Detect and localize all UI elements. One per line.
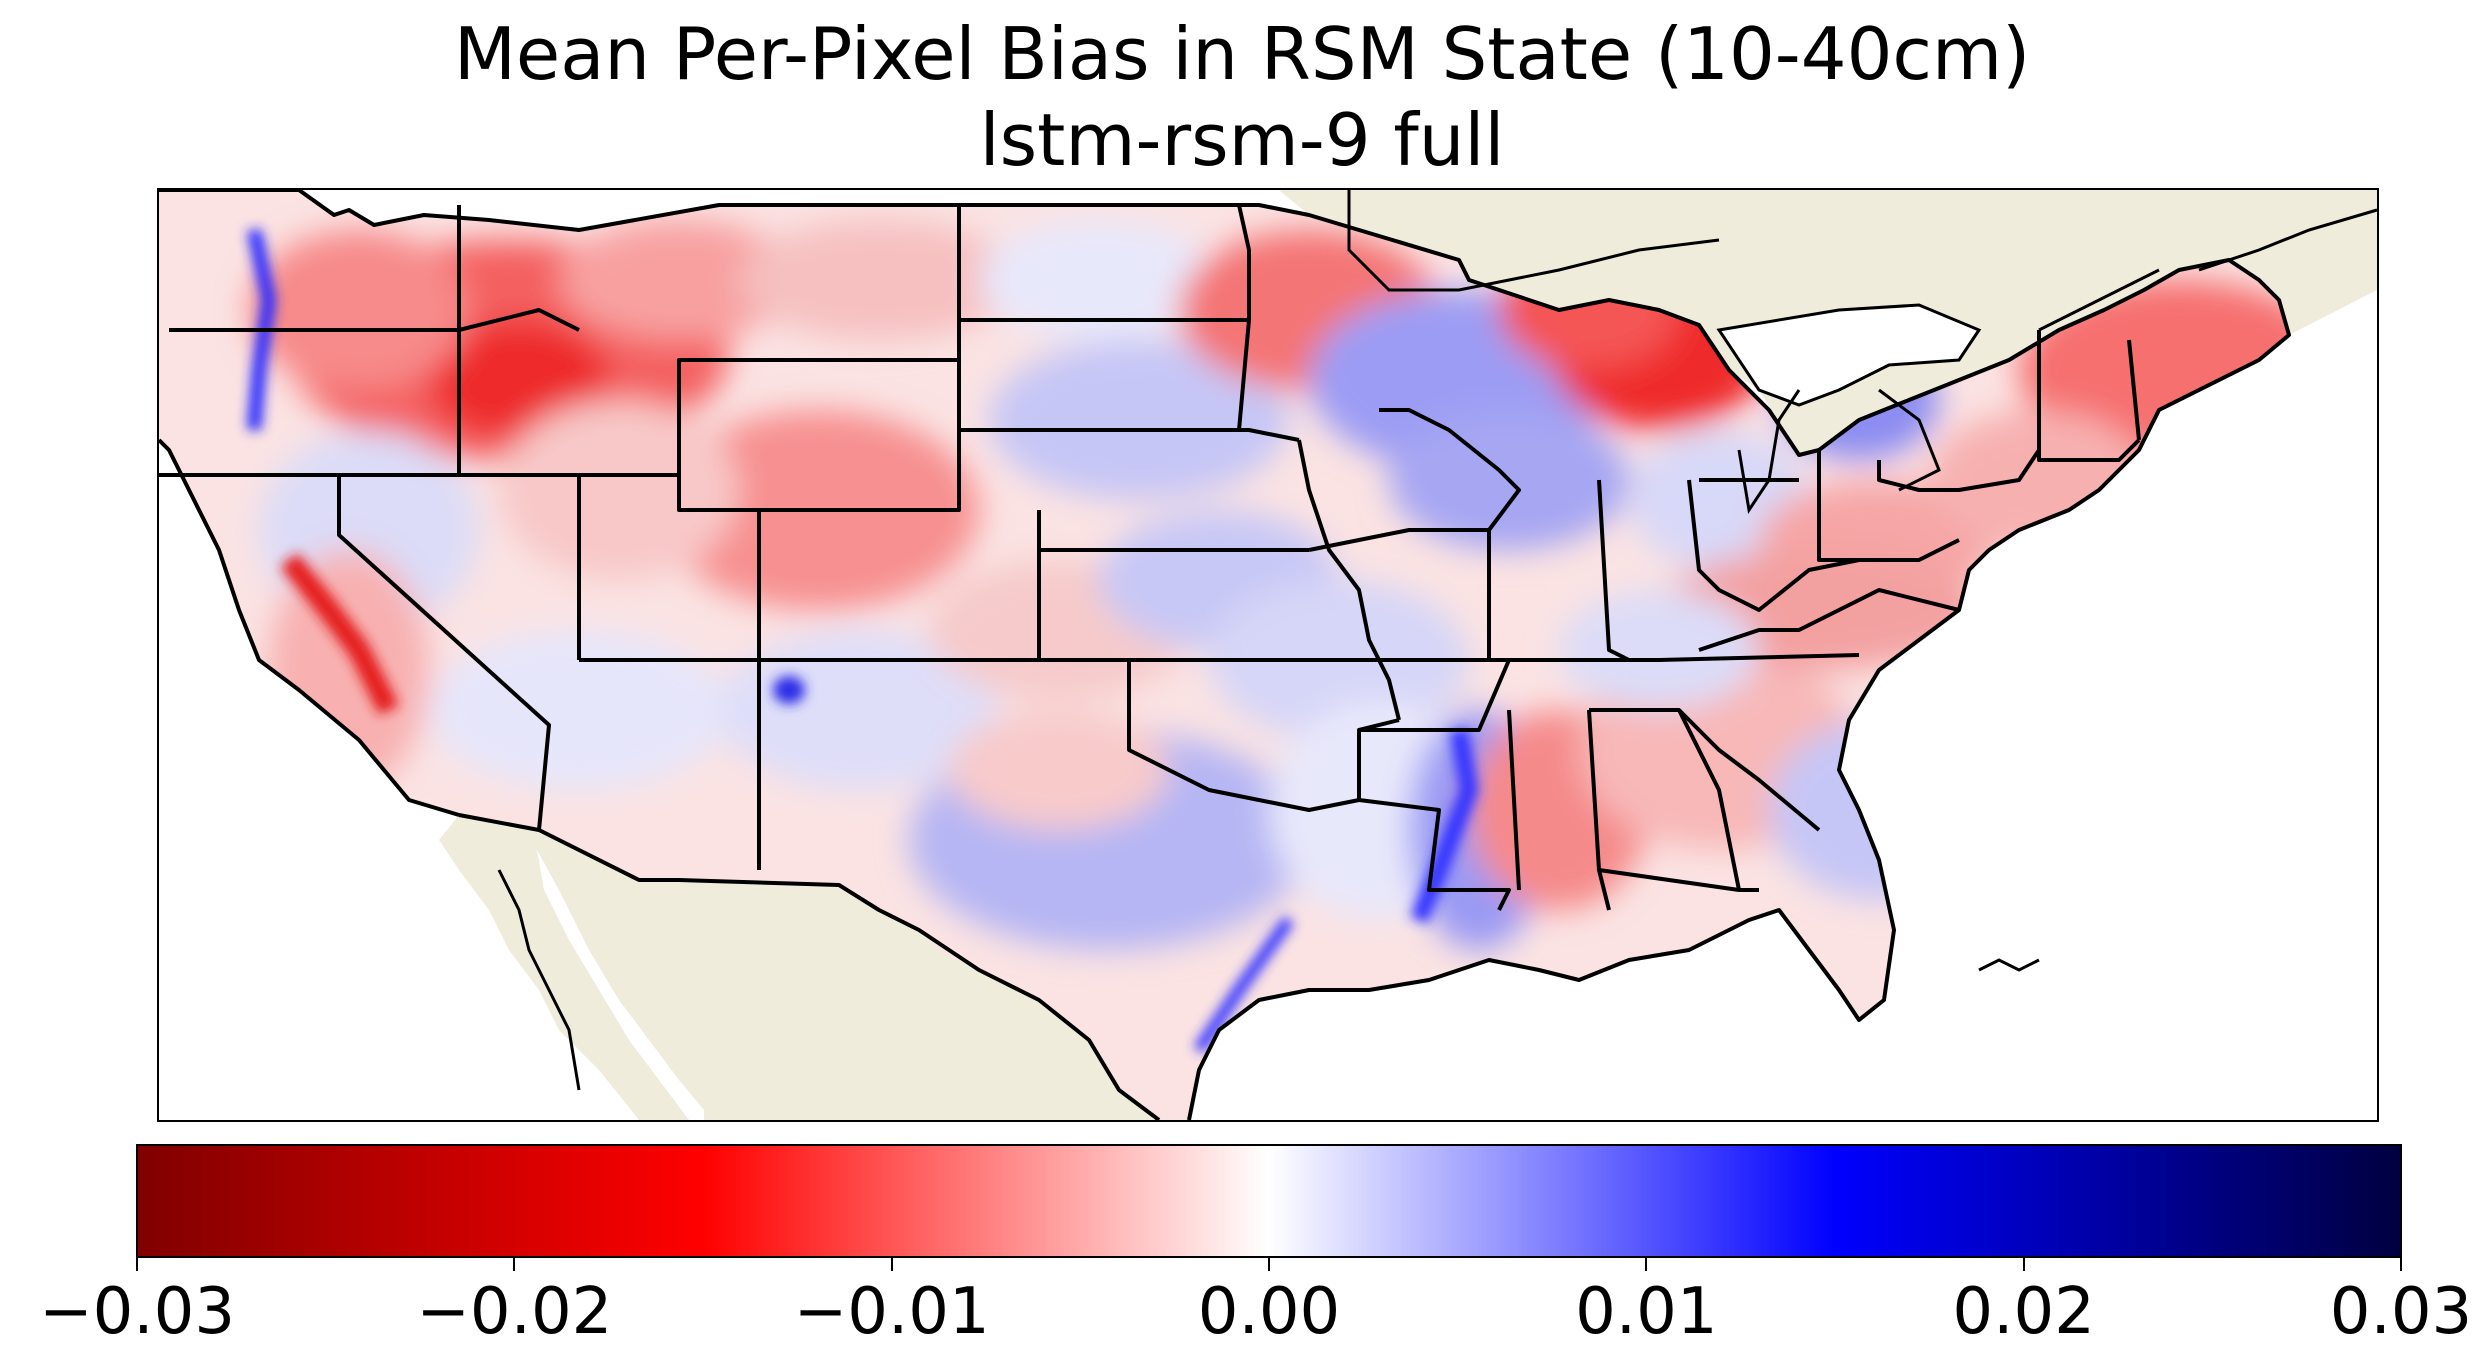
colorbar-tick-mark bbox=[1268, 1257, 1270, 1271]
map-subtitle: lstm-rsm-9 full bbox=[979, 98, 1505, 182]
state-borders bbox=[159, 190, 2291, 1120]
colorbar-tick-label: −0.01 bbox=[793, 1275, 990, 1349]
gulf-of-california bbox=[537, 850, 704, 1120]
map-title: Mean Per-Pixel Bias in RSM State (10-40c… bbox=[453, 12, 2031, 96]
colorbar-tick-label: 0.03 bbox=[2329, 1275, 2473, 1349]
coastline-details bbox=[497, 190, 2377, 1091]
colorbar-tick-mark bbox=[2022, 1257, 2025, 1271]
colorbar-tick-mark bbox=[2400, 1257, 2402, 1271]
colorbar-tick-label: 0.02 bbox=[1952, 1275, 2095, 1349]
colorbar-tick-label: −0.03 bbox=[38, 1275, 236, 1349]
colorbar-tick-mark bbox=[513, 1257, 516, 1271]
mexico-land bbox=[439, 815, 1159, 1120]
conus-map bbox=[159, 190, 2377, 1120]
colorbar-tick-mark bbox=[890, 1257, 893, 1271]
colorbar-tick-label: 0.01 bbox=[1575, 1275, 1718, 1349]
colorbar bbox=[136, 1144, 2402, 1258]
colorbar-tick-mark bbox=[136, 1257, 138, 1271]
colorbar-tick-mark bbox=[1645, 1257, 1648, 1271]
colorbar-tick-label: −0.02 bbox=[416, 1275, 613, 1349]
colorbar-tick-label: 0.00 bbox=[1197, 1275, 1341, 1349]
map-panel bbox=[157, 188, 2379, 1122]
lake-superior bbox=[1719, 305, 1979, 405]
